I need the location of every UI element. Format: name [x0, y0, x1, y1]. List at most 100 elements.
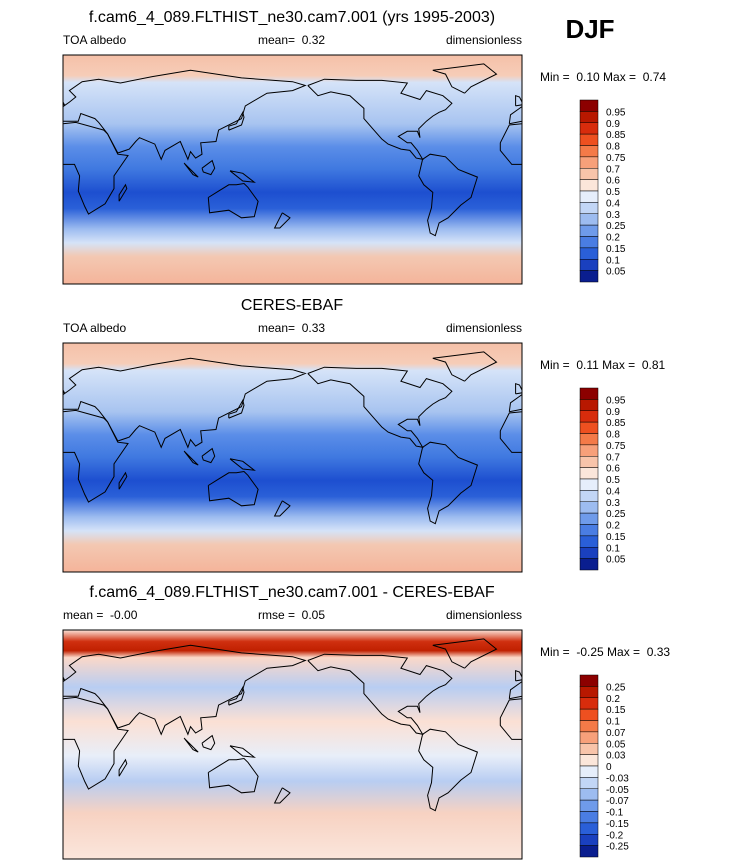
coastline [118, 758, 128, 777]
colorbar-box [579, 708, 599, 721]
colorbar-box [579, 202, 599, 214]
colorbar-label: 0.25 [606, 682, 626, 693]
colorbar-label: 0.75 [606, 153, 626, 164]
coastlines [0, 63, 717, 237]
colorbar-label: 0.05 [606, 267, 626, 278]
coastline [201, 734, 216, 751]
colorbar-label: 0.6 [606, 176, 620, 187]
colorbar-label: 0.5 [606, 475, 620, 486]
map-frame [62, 342, 523, 573]
colorbar-box [579, 743, 599, 755]
colorbar-label: -0.15 [606, 819, 629, 830]
coastline [118, 183, 128, 202]
coastline [63, 644, 307, 736]
coastline [183, 162, 199, 178]
coastline [689, 746, 713, 757]
coastline [273, 500, 291, 517]
coastline [63, 409, 129, 503]
right-label: dimensionless [446, 608, 522, 622]
coastline [207, 182, 259, 219]
colorbar-box [579, 686, 599, 698]
colorbar-label: -0.25 [606, 842, 629, 853]
colorbar-box [579, 421, 599, 434]
colorbar-box [579, 524, 599, 537]
coastline [643, 163, 657, 177]
coastline [667, 184, 717, 218]
colorbar-label: 0.9 [606, 119, 620, 130]
colorbar-label: 0.85 [606, 418, 626, 429]
colorbar-label: 0.9 [606, 407, 620, 418]
colorbar-box [579, 777, 599, 789]
colorbar-box [579, 259, 599, 271]
colorbar-label: -0.2 [606, 830, 624, 841]
colorbar-label: 0.15 [606, 705, 626, 716]
colorbar-label: 0.75 [606, 441, 626, 452]
coastline [0, 729, 18, 811]
colorbar-label: 0.8 [606, 430, 620, 441]
coastline [432, 351, 498, 382]
colorbar-box [579, 811, 599, 824]
season-label: DJF [565, 14, 614, 44]
coastline [201, 159, 216, 176]
coastline [273, 787, 291, 804]
coastline [307, 78, 453, 160]
coastline [229, 170, 256, 183]
colorbar-label: 0.25 [606, 221, 626, 232]
colorbar-box [579, 467, 599, 480]
center-label: mean= 0.32 [258, 33, 325, 47]
coastlines [0, 638, 717, 812]
coastline [661, 161, 674, 175]
colorbar-label: 0.2 [606, 521, 620, 532]
coastline [228, 398, 245, 419]
colorbar-box [579, 754, 599, 767]
colorbar-box [579, 674, 599, 687]
colorbar-label: 0.03 [606, 751, 626, 762]
colorbar-label: 0.5 [606, 187, 620, 198]
coastline [418, 728, 479, 812]
coastline [515, 670, 522, 682]
coastline [63, 121, 129, 215]
colorbar-box [579, 145, 599, 158]
coastline [689, 459, 713, 470]
coastline [63, 696, 129, 790]
coastline [183, 737, 199, 753]
colorbar-box [579, 834, 599, 846]
colorbar-box [579, 558, 599, 571]
coastline [63, 357, 307, 449]
colorbar-box [579, 490, 599, 502]
colorbar-box [579, 410, 599, 423]
colorbar-label: -0.03 [606, 773, 629, 784]
right-label: dimensionless [446, 321, 522, 335]
coastline [118, 471, 128, 490]
coastline [0, 154, 18, 236]
min-max: Min = -0.25 Max = 0.33 [540, 645, 670, 659]
colorbar-box [579, 765, 599, 778]
coastline [643, 451, 657, 465]
coastline [0, 639, 38, 668]
coastline [661, 449, 674, 463]
coastline [667, 759, 717, 793]
colorbar-box [579, 731, 599, 744]
coastline [228, 110, 245, 131]
panel-title: CERES-EBAF [241, 297, 343, 314]
colorbar-box [579, 788, 599, 801]
colorbar-box [579, 168, 599, 180]
coastline [643, 738, 657, 752]
map-field [63, 630, 522, 859]
map-frame [62, 54, 523, 285]
colorbar-label: 0.1 [606, 255, 620, 266]
colorbar-label: 0.25 [606, 509, 626, 520]
coastline [207, 757, 259, 794]
colorbar-box [579, 387, 599, 400]
colorbar-box [579, 122, 599, 135]
coastline [229, 458, 256, 471]
colorbar-label: 0.6 [606, 464, 620, 475]
map-field [63, 343, 522, 572]
colorbar-box [579, 547, 599, 559]
coastline [183, 450, 199, 466]
colorbar-label: 0.7 [606, 452, 620, 463]
panel-title: f.cam6_4_089.FLTHIST_ne30.cam7.001 - CER… [89, 584, 494, 601]
coastline [0, 442, 18, 524]
colorbar-label: -0.05 [606, 785, 629, 796]
coastline [688, 400, 703, 418]
